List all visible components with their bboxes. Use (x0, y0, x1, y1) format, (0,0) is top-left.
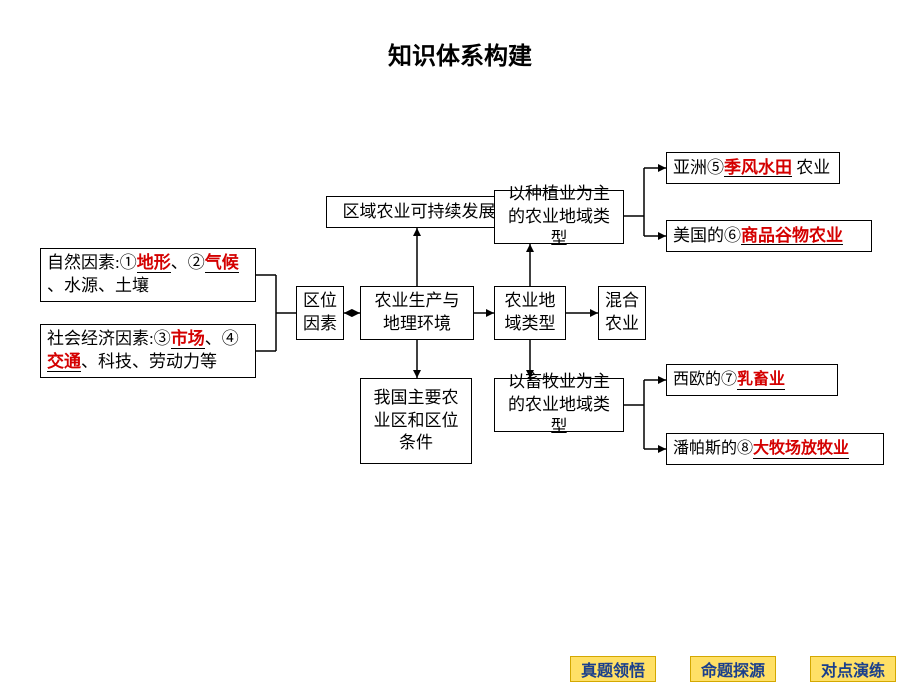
box-location-factors: 区位因素 (296, 286, 344, 340)
nav-true-questions-button[interactable]: 真题领悟 (570, 656, 656, 682)
natural-pre: 自然因素:① (47, 253, 137, 272)
answer-3: 市场 (171, 329, 205, 348)
box-planting: 以种植业为主的农业地域类型 (494, 190, 624, 244)
box-natural-factors: 自然因素:①地形、②气候、水源、土壤 (40, 248, 256, 302)
planting-text: 以种植业为主的农业地域类型 (501, 183, 617, 252)
nav-topic-source-button[interactable]: 命题探源 (690, 656, 776, 682)
answer-2: 气候 (205, 253, 239, 272)
social-mid: 、④ (205, 329, 239, 348)
box-pampas: 潘帕斯的⑧大牧场放牧业 (666, 433, 884, 465)
sustain-text: 区域农业可持续发展 (343, 201, 496, 224)
page-title: 知识体系构建 (0, 36, 920, 71)
btn1-label: 真题领悟 (581, 657, 645, 681)
answer-6: 商品谷物农业 (741, 226, 843, 245)
type-text: 农业地域类型 (501, 290, 559, 336)
box-sustainable: 区域农业可持续发展 (326, 196, 512, 228)
center-text: 农业生产与地理环境 (367, 290, 467, 336)
mixed-text: 混合农业 (605, 290, 639, 336)
livestock-text: 以畜牧业为主的农业地域类型 (501, 371, 617, 440)
natural-post: 、水源、土壤 (47, 276, 149, 295)
box-europe: 西欧的⑦乳畜业 (666, 364, 838, 396)
social-post: 、科技、劳动力等 (81, 352, 217, 371)
answer-5: 季风水田 (724, 158, 792, 177)
nav-practice-button[interactable]: 对点演练 (810, 656, 896, 682)
asia-post: 农业 (792, 158, 830, 177)
box-china-zones: 我国主要农业区和区位条件 (360, 378, 472, 464)
box-asia: 亚洲⑤季风水田 农业 (666, 152, 840, 184)
box-region-type: 农业地域类型 (494, 286, 566, 340)
answer-4: 交通 (47, 352, 81, 371)
asia-pre: 亚洲⑤ (673, 158, 724, 177)
box-social-factors: 社会经济因素:③市场、④ 交通、科技、劳动力等 (40, 324, 256, 378)
usa-pre: 美国的⑥ (673, 226, 741, 245)
btn3-label: 对点演练 (821, 657, 885, 681)
answer-1: 地形 (137, 253, 171, 272)
box-usa: 美国的⑥商品谷物农业 (666, 220, 872, 252)
box-livestock: 以畜牧业为主的农业地域类型 (494, 378, 624, 432)
eu-pre: 西欧的⑦ (673, 371, 737, 388)
social-pre: 社会经济因素:③ (47, 329, 171, 348)
btn2-label: 命题探源 (701, 657, 765, 681)
box-mixed: 混合农业 (598, 286, 646, 340)
natural-mid: 、② (171, 253, 205, 272)
box-center: 农业生产与地理环境 (360, 286, 474, 340)
chinazone-text: 我国主要农业区和区位条件 (367, 387, 465, 456)
answer-8: 大牧场放牧业 (753, 440, 849, 457)
pampas-pre: 潘帕斯的⑧ (673, 440, 753, 457)
answer-7: 乳畜业 (737, 371, 785, 388)
location-text: 区位因素 (303, 290, 337, 336)
